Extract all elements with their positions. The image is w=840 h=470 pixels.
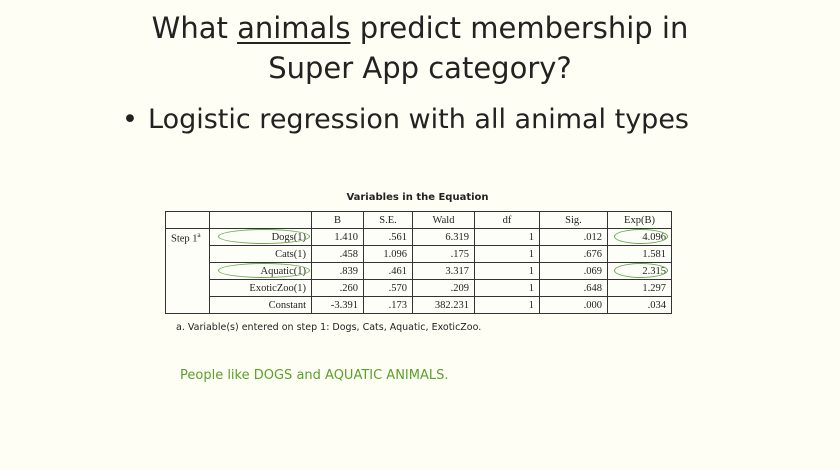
cell-expb: .034 xyxy=(607,296,672,314)
cell-se: 1.096 xyxy=(363,245,413,263)
title-word-what: What xyxy=(151,11,228,45)
cell-wald: .209 xyxy=(412,279,475,297)
step-label: Step 1a xyxy=(165,228,210,314)
cell-sig: .000 xyxy=(539,296,608,314)
table-footnote: a. Variable(s) entered on step 1: Dogs, … xyxy=(176,322,482,333)
row-label-dogs-text: Dogs(1) xyxy=(271,231,306,243)
cell-b: .839 xyxy=(311,262,364,280)
cell-wald: .175 xyxy=(412,245,475,263)
header-wald: Wald xyxy=(412,211,475,229)
bullet-text: Logistic regression with all animal type… xyxy=(148,104,690,135)
table-row: ExoticZoo(1) .260 .570 .209 1 .648 1.297 xyxy=(166,279,672,297)
cell-sig: .012 xyxy=(539,228,608,246)
cell-df: 1 xyxy=(474,296,540,314)
table-header-row: B S.E. Wald df Sig. Exp(B) xyxy=(165,211,672,229)
row-label-dogs: Dogs(1) xyxy=(209,228,312,246)
header-df: df xyxy=(474,211,540,229)
cell-b: 1.410 xyxy=(311,228,364,246)
slide-title: What animals predict membership in Super… xyxy=(0,8,840,88)
cell-expb-aquatic: 2.315 xyxy=(607,262,672,280)
cell-sig: .676 xyxy=(539,245,608,263)
cell-wald: 3.317 xyxy=(412,262,475,280)
cell-se: .570 xyxy=(363,279,413,297)
cell-expb-dogs: 4.096 xyxy=(607,228,672,246)
title-word-animals: animals xyxy=(237,11,351,45)
header-blank-step xyxy=(165,211,210,229)
cell-b: .458 xyxy=(311,245,364,263)
cell-expb: 1.297 xyxy=(607,279,672,297)
title-word-rest: predict membership in xyxy=(359,11,689,45)
table-row: Aquatic(1) .839 .461 3.317 1 .069 2.315 xyxy=(166,262,672,280)
row-label-cats: Cats(1) xyxy=(209,245,312,263)
title-line-2: Super App category? xyxy=(268,51,572,85)
cell-wald: 6.319 xyxy=(412,228,475,246)
cell-se: .461 xyxy=(363,262,413,280)
table-row: Step 1a Dogs(1) 1.410 .561 6.319 1 .012 … xyxy=(165,228,672,314)
table-row: Constant -3.391 .173 382.231 1 .000 .034 xyxy=(166,296,672,314)
cell-expb-aquatic-text: 2.315 xyxy=(642,265,666,277)
step-label-text: Step 1 xyxy=(171,233,198,245)
header-sig: Sig. xyxy=(539,211,608,229)
cell-sig: .069 xyxy=(539,262,608,280)
bullet-item: • Logistic regression with all animal typ… xyxy=(122,104,689,135)
cell-df: 1 xyxy=(474,245,540,263)
header-blank-variable xyxy=(209,211,312,229)
cell-b: .260 xyxy=(311,279,364,297)
step-superscript: a xyxy=(197,231,201,239)
row-label-aquatic-text: Aquatic(1) xyxy=(260,265,306,277)
table-row: Cats(1) .458 1.096 .175 1 .676 1.581 xyxy=(166,245,672,263)
cell-df: 1 xyxy=(474,279,540,297)
conclusion-note: People like DOGS and AQUATIC ANIMALS. xyxy=(180,368,449,383)
cell-sig: .648 xyxy=(539,279,608,297)
cell-se: .173 xyxy=(363,296,413,314)
cell-expb-dogs-text: 4.096 xyxy=(642,231,666,243)
cell-df: 1 xyxy=(474,228,540,246)
cell-expb: 1.581 xyxy=(607,245,672,263)
header-se: S.E. xyxy=(363,211,413,229)
table-caption: Variables in the Equation xyxy=(346,192,489,203)
title-line-1: What animals predict membership in xyxy=(0,8,840,48)
cell-wald: 382.231 xyxy=(412,296,475,314)
cell-se: .561 xyxy=(363,228,413,246)
row-label-constant: Constant xyxy=(209,296,312,314)
row-label-exoticzoo: ExoticZoo(1) xyxy=(209,279,312,297)
cell-b: -3.391 xyxy=(311,296,364,314)
cell-df: 1 xyxy=(474,262,540,280)
bullet-dot-icon: • xyxy=(122,104,138,135)
row-label-aquatic: Aquatic(1) xyxy=(209,262,312,280)
variables-in-equation-table: B S.E. Wald df Sig. Exp(B) Step 1a Dogs(… xyxy=(165,211,672,314)
header-expb: Exp(B) xyxy=(607,211,672,229)
header-b: B xyxy=(311,211,364,229)
